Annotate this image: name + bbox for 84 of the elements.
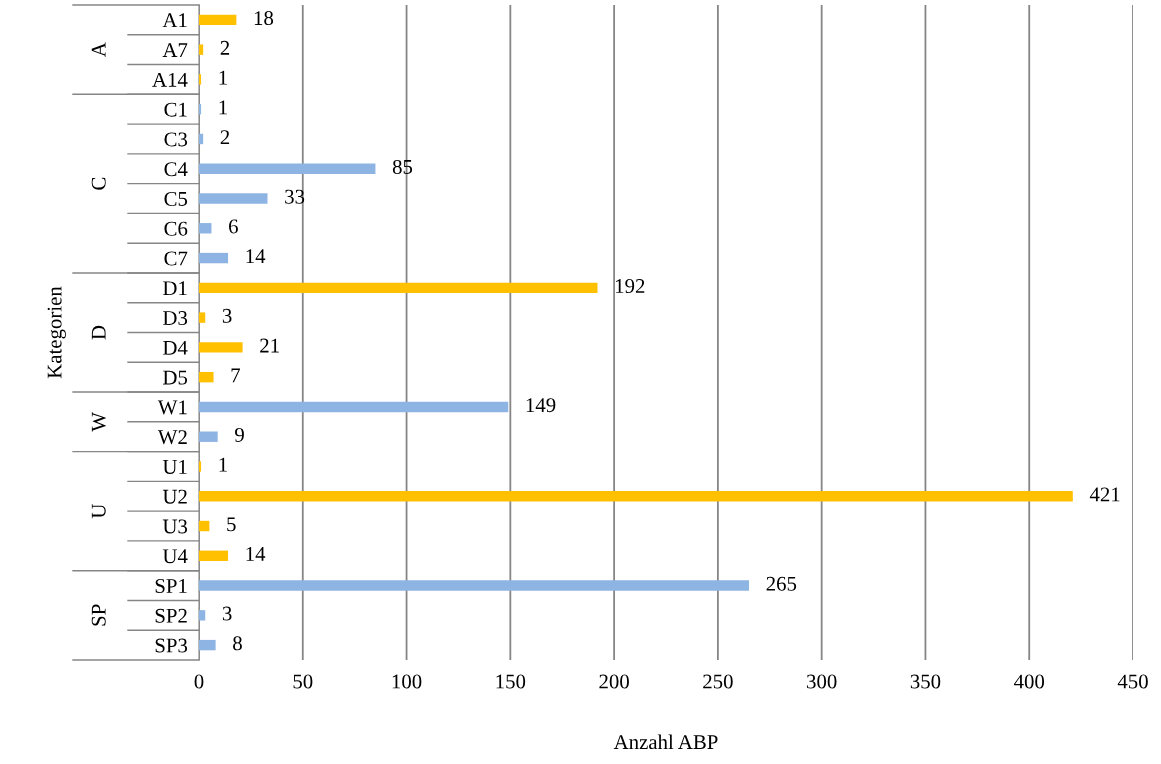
text: W <box>91 412 106 432</box>
text: C <box>91 177 106 190</box>
x-tick-label: 100 <box>392 674 422 689</box>
x-axis-title: Anzahl ABP <box>613 734 718 750</box>
data-label: 14 <box>246 547 266 561</box>
y-tick-label: U4 <box>162 549 188 564</box>
y-tick-label: C3 <box>164 132 188 147</box>
bar <box>199 14 237 26</box>
data-label: 1 <box>219 70 227 85</box>
bar <box>199 312 206 323</box>
x-tick-label: 450 <box>1117 674 1148 689</box>
data-label: 2 <box>220 130 230 144</box>
data-label: 3 <box>222 308 232 323</box>
bar <box>199 550 229 562</box>
data-label: 1 <box>219 100 227 115</box>
data-label: 33 <box>285 189 305 204</box>
y-tick-label: U3 <box>162 519 188 534</box>
x-tick-label: 200 <box>599 674 629 689</box>
x-tick-label: 400 <box>1014 674 1045 689</box>
data-label: 18 <box>254 11 274 26</box>
bar <box>199 639 216 651</box>
y-tick-label: W1 <box>157 400 187 415</box>
y-tick-label: A14 <box>152 72 188 87</box>
bar <box>199 163 376 174</box>
text: D <box>91 325 106 340</box>
data-label: 265 <box>766 576 797 591</box>
y-tick-label: C4 <box>164 162 188 177</box>
y-tick-label: C5 <box>164 191 188 206</box>
y-tick-label: D3 <box>163 311 188 326</box>
bar <box>199 282 598 294</box>
text: SP <box>91 604 106 626</box>
y-tick-label: W2 <box>157 430 187 445</box>
bar <box>199 431 218 442</box>
bar <box>199 491 1073 502</box>
y-tick-label: SP1 <box>155 579 187 593</box>
x-tick-label: 250 <box>703 674 733 689</box>
bar <box>199 371 214 383</box>
text: U <box>91 504 106 519</box>
bar <box>199 461 202 472</box>
y-tick-label: SP2 <box>155 608 187 623</box>
y-axis-title: Kategorien <box>47 286 66 379</box>
bar <box>199 74 202 85</box>
bar <box>199 520 210 532</box>
data-label: 9 <box>235 427 244 442</box>
bar <box>199 133 204 145</box>
data-label: 1 <box>219 457 227 472</box>
y-tick-label: D1 <box>163 281 187 296</box>
data-label: 421 <box>1089 487 1120 502</box>
data-label: 5 <box>227 517 236 532</box>
x-tick-label: 50 <box>293 674 313 689</box>
bar <box>199 103 202 115</box>
x-tick-label: 150 <box>496 674 526 689</box>
y-tick-label: U1 <box>162 459 187 474</box>
y-tick-label: A7 <box>162 43 188 57</box>
y-tick-label: C1 <box>164 102 187 117</box>
bar <box>199 342 243 353</box>
data-label: 14 <box>246 249 266 264</box>
data-label: 6 <box>229 219 238 234</box>
bar <box>199 401 509 413</box>
data-label: 192 <box>616 279 645 294</box>
y-tick-label: A1 <box>162 13 187 28</box>
bar <box>199 193 268 204</box>
data-label: 2 <box>220 40 230 55</box>
bar <box>199 610 206 621</box>
data-label: 8 <box>233 636 242 651</box>
data-label: 21 <box>260 338 279 353</box>
bar <box>199 252 229 264</box>
bar <box>199 223 212 234</box>
x-tick-label: 350 <box>910 674 941 689</box>
y-tick-label: C7 <box>164 251 188 266</box>
bar <box>199 44 204 55</box>
data-label: 149 <box>526 398 556 413</box>
y-tick-label: U2 <box>162 489 187 504</box>
data-label: 85 <box>392 159 413 174</box>
bar <box>199 580 750 591</box>
x-tick-label: 300 <box>807 674 837 689</box>
y-tick-label: C6 <box>164 221 188 236</box>
y-tick-label: SP3 <box>155 638 188 653</box>
data-label: 3 <box>222 606 232 621</box>
y-tick-label: D5 <box>163 370 188 385</box>
y-tick-label: D4 <box>163 340 188 355</box>
text: A <box>91 42 106 57</box>
x-tick-label: 0 <box>194 674 204 689</box>
data-label: 7 <box>231 368 241 383</box>
